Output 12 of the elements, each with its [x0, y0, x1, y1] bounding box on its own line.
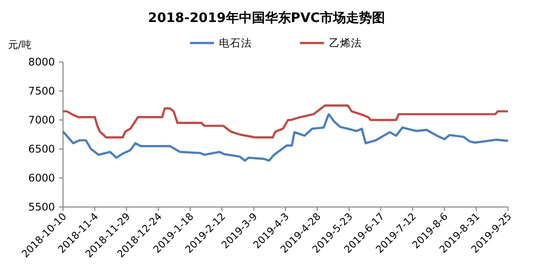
- line-series: [62, 104, 510, 138]
- chart-title: 2018-2019年中国华东PVC市场走势图: [148, 10, 385, 26]
- y-tick-label: 7500: [28, 86, 55, 98]
- line-series: [62, 113, 510, 162]
- legend-label: 乙烯法: [329, 36, 362, 50]
- y-tick-label: 5500: [28, 202, 55, 214]
- y-tick-label: 6500: [28, 144, 55, 156]
- y-axis-title: 元/吨: [8, 39, 32, 51]
- legend-label: 电石法: [219, 36, 252, 50]
- y-tick-label: 7000: [28, 114, 55, 127]
- y-tick-label: 6000: [28, 172, 55, 185]
- y-tick-label: 8000: [28, 56, 55, 69]
